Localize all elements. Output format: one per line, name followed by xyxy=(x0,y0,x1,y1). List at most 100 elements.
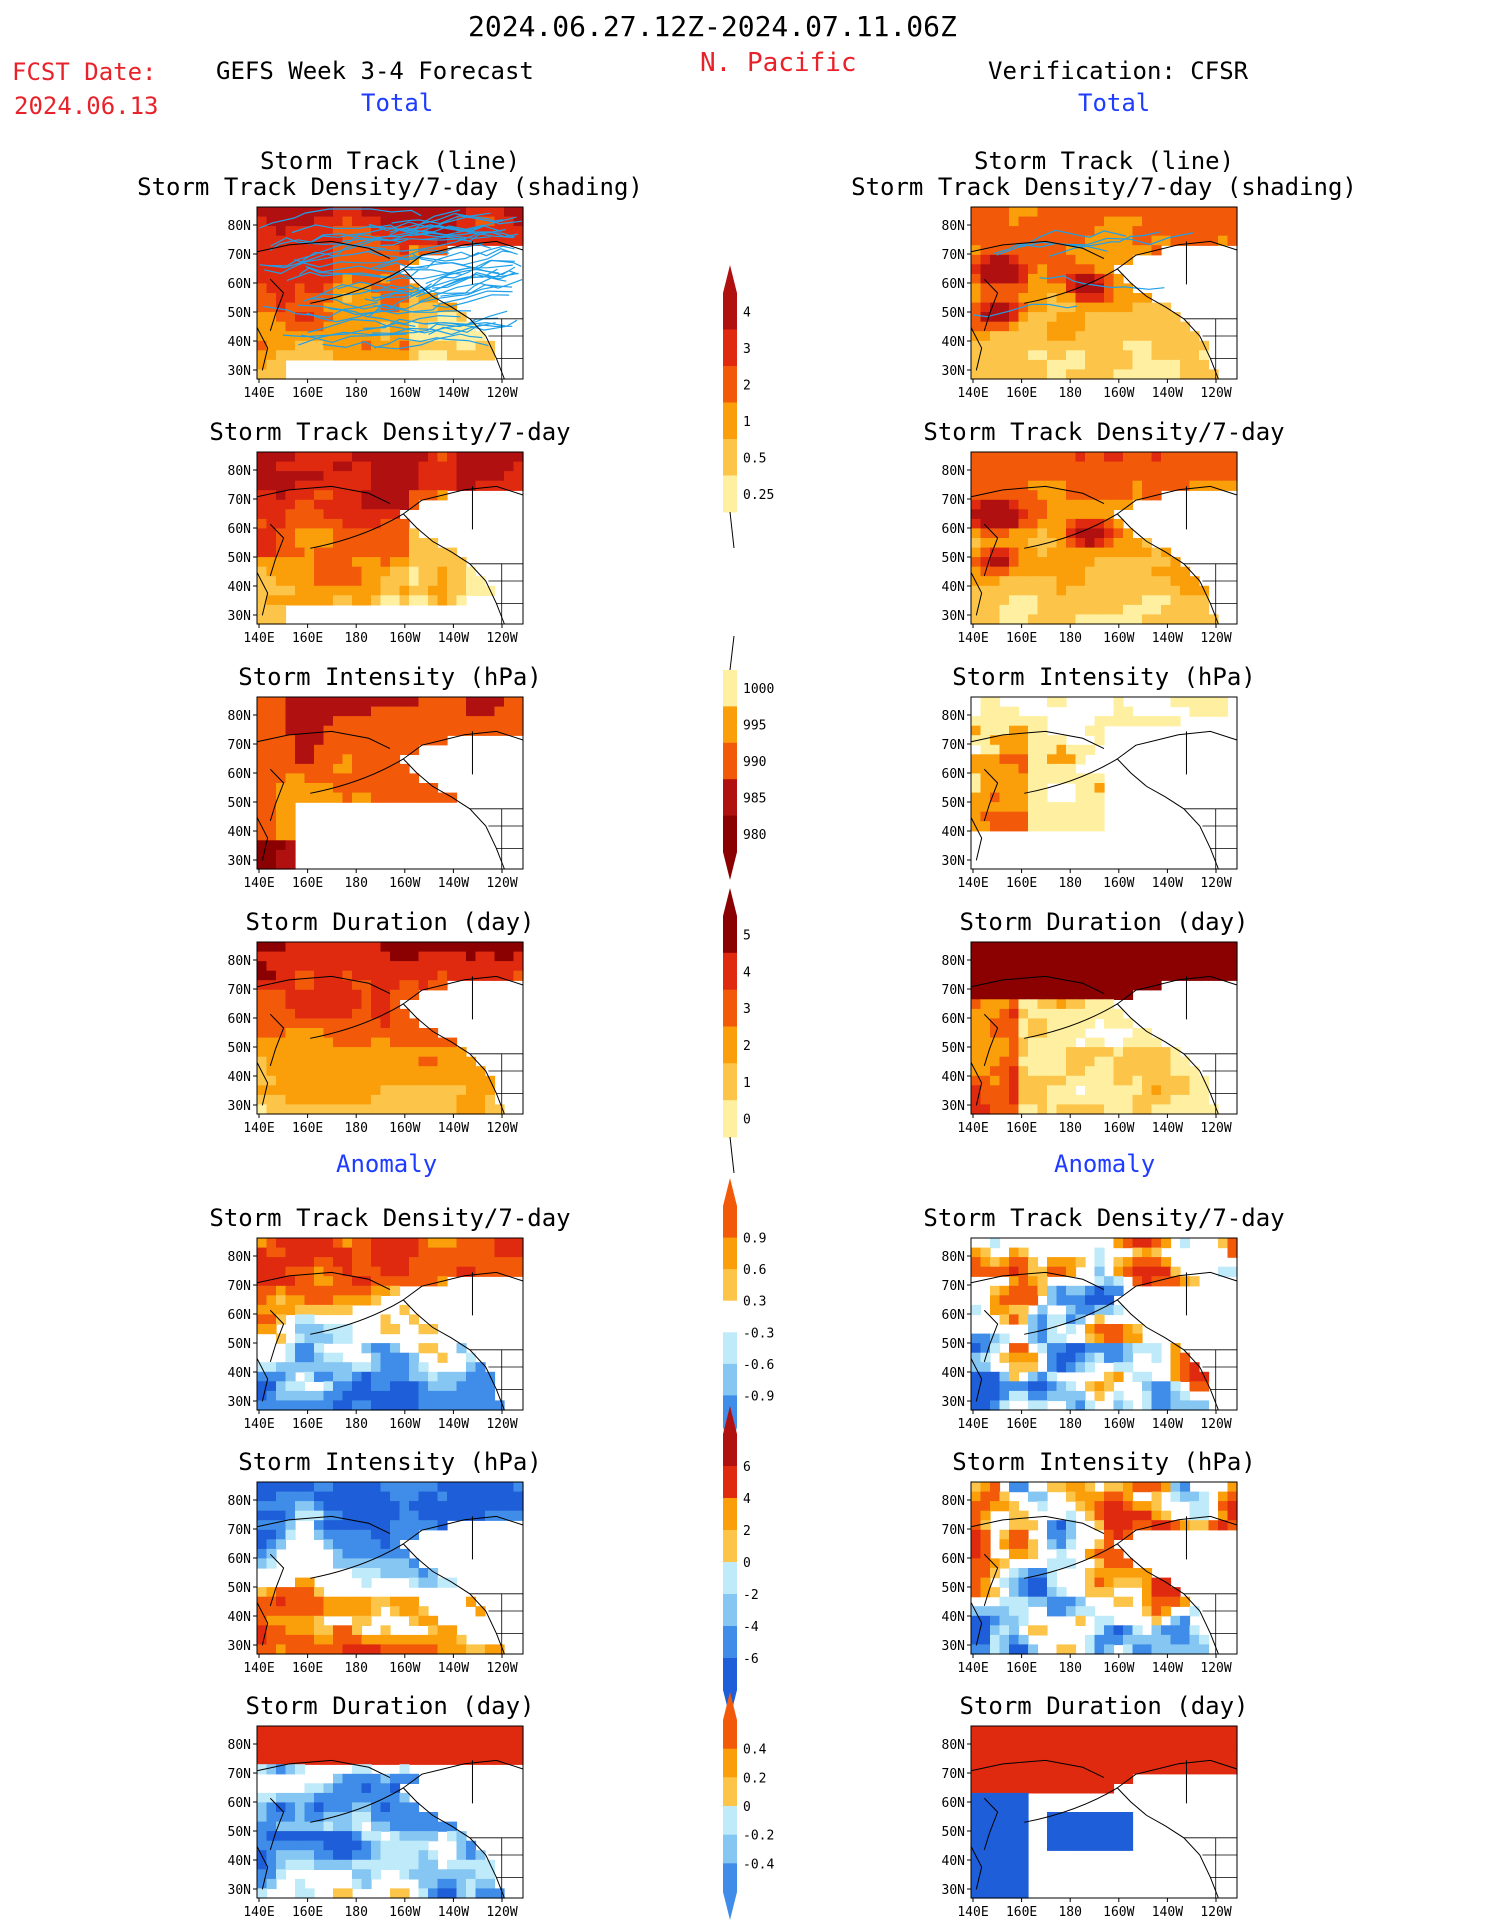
map-frame xyxy=(256,696,524,870)
shading-cell xyxy=(1123,989,1134,1000)
shading-cell xyxy=(1227,226,1238,237)
shading-cell xyxy=(409,1400,420,1411)
shading-cell xyxy=(980,1735,991,1746)
shading-cell xyxy=(1009,226,1020,237)
shading-cell xyxy=(1189,461,1200,472)
shading-cell xyxy=(257,1056,268,1067)
shading-cell xyxy=(971,1085,982,1096)
shading-cell xyxy=(1180,1056,1191,1067)
shading-cell xyxy=(314,1333,325,1344)
shading-cell xyxy=(361,538,372,549)
shading-cell xyxy=(1113,528,1124,539)
shading-cell xyxy=(352,1510,363,1521)
shading-cell xyxy=(380,783,391,794)
shading-cell xyxy=(1151,1510,1162,1521)
x-tick-label: 180 xyxy=(344,1661,367,1676)
shading-cell xyxy=(428,1400,439,1411)
shading-cell xyxy=(1189,1276,1200,1287)
shading-cell xyxy=(399,293,410,304)
shading-cell xyxy=(456,331,467,342)
shading-cell xyxy=(399,942,410,953)
shading-cell xyxy=(390,1783,401,1794)
shading-cell xyxy=(428,951,439,962)
shading-cell xyxy=(428,1066,439,1077)
shading-cell xyxy=(352,1869,363,1880)
shading-cell xyxy=(380,1257,391,1268)
shading-cell xyxy=(1151,951,1162,962)
shading-cell xyxy=(1094,1568,1105,1579)
shading-cell xyxy=(1123,302,1134,313)
shading-cell xyxy=(390,744,401,755)
shading-cell xyxy=(1161,1745,1172,1756)
shading-cell xyxy=(1123,1482,1134,1493)
x-tick-label: 140W xyxy=(1152,1417,1183,1432)
shading-cell xyxy=(380,1238,391,1249)
shading-cell xyxy=(1113,538,1124,549)
shading-cell xyxy=(1180,1482,1191,1493)
shading-cell xyxy=(257,1501,268,1512)
shading-cell xyxy=(1151,604,1162,616)
shading-cell xyxy=(1199,951,1210,962)
shading-cell xyxy=(504,1735,515,1746)
shading-cell xyxy=(1085,1735,1096,1746)
shading-cell xyxy=(418,1812,429,1823)
shading-cell xyxy=(380,1491,391,1502)
shading-cell xyxy=(342,1018,353,1029)
shading-cell xyxy=(314,1615,325,1626)
coastline-siberia xyxy=(970,240,1105,260)
shading-cell xyxy=(1161,614,1172,625)
shading-cell xyxy=(1113,1047,1124,1058)
shading-cell xyxy=(361,207,372,218)
shading-cell xyxy=(485,1726,496,1737)
shading-cell xyxy=(285,1764,296,1775)
coastline-aleutians xyxy=(1024,1543,1118,1579)
shading-cell xyxy=(447,706,458,717)
shading-cell xyxy=(304,1625,315,1636)
shading-cell xyxy=(323,461,334,472)
shading-cell xyxy=(276,293,287,304)
shading-cell xyxy=(428,1735,439,1746)
shading-cell xyxy=(409,538,420,549)
shading-cell xyxy=(1142,1075,1153,1086)
shading-cell xyxy=(1208,1745,1219,1756)
region-title: N. Pacific xyxy=(700,48,857,78)
shading-cell xyxy=(361,1764,372,1775)
shading-cell xyxy=(456,1501,467,1512)
shading-cell xyxy=(1037,763,1048,775)
shading-cell xyxy=(504,725,515,736)
shading-cell xyxy=(257,1831,268,1842)
shading-cell xyxy=(428,557,439,568)
shading-cell xyxy=(257,207,268,218)
shading-cell xyxy=(266,1085,277,1096)
y-tick-label: 60N xyxy=(942,522,965,537)
shading-cell xyxy=(371,961,382,972)
shading-cell xyxy=(1199,471,1210,482)
shading-cell xyxy=(1180,235,1191,246)
shading-cell xyxy=(295,461,306,472)
shading-cell xyxy=(314,547,325,558)
shading-cell xyxy=(1056,452,1067,463)
shading-cell xyxy=(990,706,1001,717)
shading-cell xyxy=(295,697,306,708)
shading-cell xyxy=(371,1859,382,1870)
shading-cell xyxy=(980,1558,991,1569)
shading-cell xyxy=(380,961,391,972)
shading-cell xyxy=(1123,1056,1134,1067)
shading-cell xyxy=(390,1754,401,1765)
shading-cell xyxy=(418,1400,429,1411)
shading-cell xyxy=(409,1558,420,1569)
shading-cell xyxy=(390,1094,401,1106)
shading-cell xyxy=(437,1257,448,1268)
shading-cell xyxy=(1123,604,1134,616)
shading-cell xyxy=(971,1390,982,1402)
shading-cell xyxy=(428,312,439,323)
shading-cell xyxy=(1037,1008,1048,1020)
shading-cell xyxy=(1113,1501,1124,1512)
shading-cell xyxy=(1075,1482,1086,1493)
shading-cell xyxy=(1189,216,1200,227)
shading-cell xyxy=(999,1606,1010,1617)
shading-cell xyxy=(409,1056,420,1067)
shading-cell xyxy=(361,989,372,1000)
